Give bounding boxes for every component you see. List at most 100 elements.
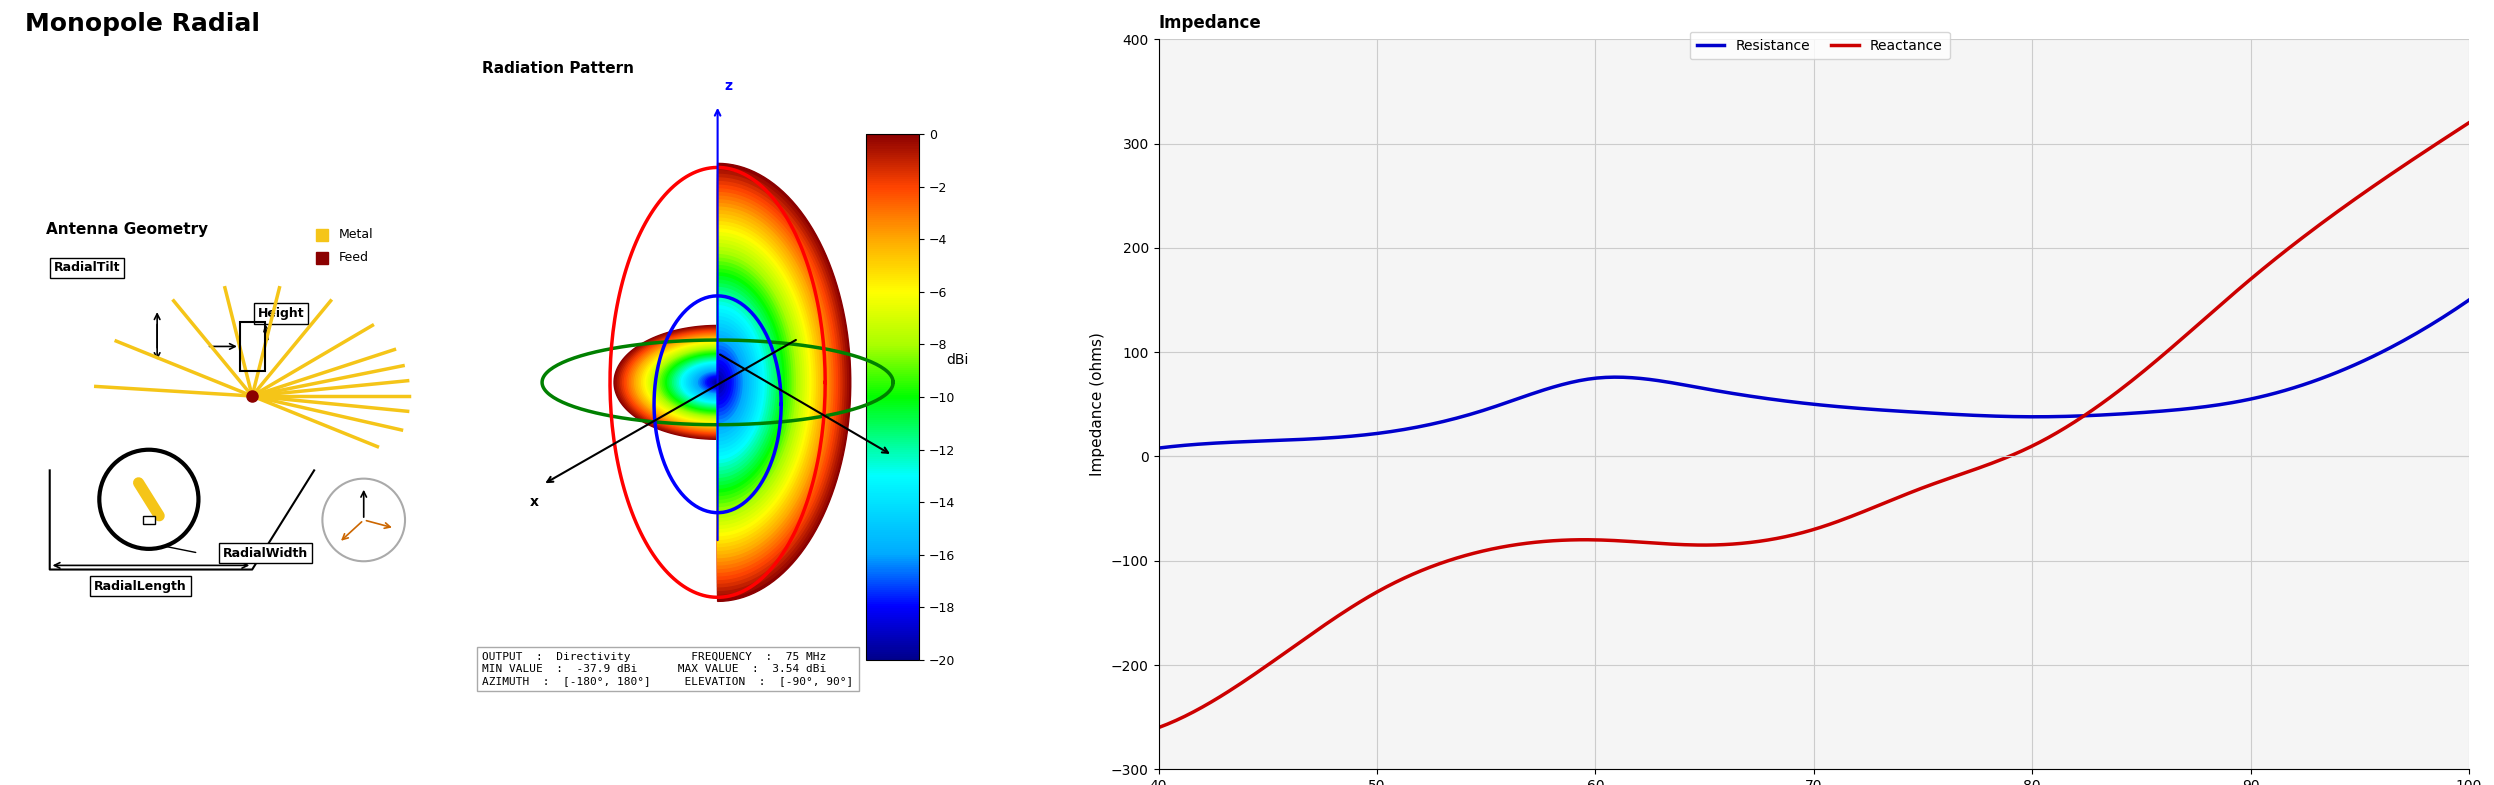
Polygon shape bbox=[641, 218, 818, 546]
Polygon shape bbox=[686, 316, 758, 448]
Polygon shape bbox=[703, 349, 738, 415]
Line: Reactance: Reactance bbox=[1160, 122, 2469, 728]
Text: OUTPUT  :  Directivity         FREQUENCY  :  75 MHz
MIN VALUE  :  -37.9 dBi     : OUTPUT : Directivity FREQUENCY : 75 MHz … bbox=[481, 652, 853, 685]
Polygon shape bbox=[691, 327, 751, 437]
Polygon shape bbox=[681, 305, 763, 459]
Polygon shape bbox=[658, 254, 796, 510]
Polygon shape bbox=[681, 302, 766, 462]
Polygon shape bbox=[636, 207, 823, 557]
Polygon shape bbox=[636, 211, 823, 554]
Polygon shape bbox=[711, 367, 726, 397]
Reactance bbox=[1147, 721, 1177, 731]
Text: Metal: Metal bbox=[339, 228, 374, 242]
Polygon shape bbox=[631, 200, 828, 565]
Text: RadialWidth: RadialWidth bbox=[224, 546, 309, 560]
Polygon shape bbox=[713, 375, 723, 389]
Polygon shape bbox=[678, 298, 768, 466]
Resistance bbox=[2247, 392, 2277, 401]
Text: RadialTilt: RadialTilt bbox=[55, 261, 120, 275]
Reactance bbox=[2247, 264, 2277, 273]
Polygon shape bbox=[691, 324, 753, 441]
Text: y: y bbox=[397, 522, 404, 532]
Text: x: x bbox=[529, 495, 539, 509]
Legend: Resistance, Reactance: Resistance, Reactance bbox=[1691, 31, 1950, 60]
Polygon shape bbox=[663, 269, 786, 495]
Polygon shape bbox=[671, 284, 778, 481]
Polygon shape bbox=[616, 167, 848, 597]
Text: z: z bbox=[723, 79, 733, 93]
Polygon shape bbox=[708, 364, 728, 400]
Circle shape bbox=[322, 479, 404, 561]
Polygon shape bbox=[619, 174, 843, 590]
Polygon shape bbox=[706, 357, 733, 408]
Reactance bbox=[1920, 479, 1950, 488]
Polygon shape bbox=[638, 214, 821, 550]
Polygon shape bbox=[668, 280, 781, 484]
Reactance bbox=[1945, 469, 1975, 479]
Polygon shape bbox=[708, 360, 731, 404]
Resistance bbox=[1923, 409, 1953, 418]
Circle shape bbox=[100, 450, 200, 549]
Polygon shape bbox=[693, 331, 748, 433]
Polygon shape bbox=[646, 232, 808, 532]
Polygon shape bbox=[624, 185, 838, 579]
Resistance bbox=[2454, 295, 2484, 305]
Polygon shape bbox=[651, 240, 803, 524]
Polygon shape bbox=[676, 295, 771, 470]
Polygon shape bbox=[668, 276, 783, 488]
Polygon shape bbox=[686, 313, 761, 451]
Line: Resistance: Resistance bbox=[1160, 300, 2469, 448]
Reactance bbox=[1923, 477, 1953, 487]
Text: Height: Height bbox=[257, 307, 304, 319]
Polygon shape bbox=[648, 236, 806, 528]
Polygon shape bbox=[643, 225, 813, 539]
Polygon shape bbox=[641, 222, 816, 543]
Polygon shape bbox=[624, 181, 840, 583]
Text: x: x bbox=[332, 539, 339, 549]
Polygon shape bbox=[696, 338, 743, 426]
FancyBboxPatch shape bbox=[142, 516, 155, 524]
Resistance bbox=[1945, 410, 1975, 419]
Polygon shape bbox=[666, 273, 783, 492]
Polygon shape bbox=[628, 192, 833, 572]
Polygon shape bbox=[656, 251, 798, 513]
Polygon shape bbox=[673, 287, 776, 477]
Polygon shape bbox=[698, 342, 743, 422]
Text: z: z bbox=[367, 476, 374, 487]
Reactance bbox=[2332, 200, 2362, 210]
Polygon shape bbox=[658, 258, 793, 506]
Text: Monopole Radial: Monopole Radial bbox=[25, 12, 259, 36]
Text: RadialLength: RadialLength bbox=[95, 579, 187, 593]
Text: Antenna Geometry: Antenna Geometry bbox=[45, 222, 207, 238]
Polygon shape bbox=[651, 243, 803, 521]
Polygon shape bbox=[661, 262, 791, 503]
Text: Radiation Pattern: Radiation Pattern bbox=[481, 61, 633, 76]
Y-axis label: Impedance (ohms): Impedance (ohms) bbox=[1090, 332, 1105, 476]
Polygon shape bbox=[663, 265, 788, 499]
Polygon shape bbox=[696, 335, 746, 430]
Resistance bbox=[2332, 363, 2362, 373]
Resistance bbox=[1147, 443, 1177, 452]
Polygon shape bbox=[716, 378, 721, 386]
Polygon shape bbox=[653, 247, 801, 517]
Text: Impedance: Impedance bbox=[1160, 14, 1262, 32]
Polygon shape bbox=[633, 203, 826, 561]
Reactance bbox=[1145, 723, 1175, 732]
Text: y: y bbox=[900, 459, 908, 473]
Reactance bbox=[2454, 118, 2484, 127]
Polygon shape bbox=[619, 170, 845, 594]
Polygon shape bbox=[628, 196, 831, 568]
Text: Feed: Feed bbox=[339, 251, 369, 264]
Polygon shape bbox=[673, 291, 773, 473]
Polygon shape bbox=[713, 371, 723, 393]
Polygon shape bbox=[646, 229, 811, 535]
Polygon shape bbox=[688, 320, 756, 444]
Polygon shape bbox=[621, 178, 843, 586]
Text: dBi: dBi bbox=[945, 353, 968, 367]
Polygon shape bbox=[683, 309, 763, 455]
Polygon shape bbox=[614, 163, 850, 601]
Resistance bbox=[1920, 408, 1950, 418]
Polygon shape bbox=[701, 346, 741, 419]
Polygon shape bbox=[703, 353, 736, 411]
Polygon shape bbox=[626, 189, 835, 576]
